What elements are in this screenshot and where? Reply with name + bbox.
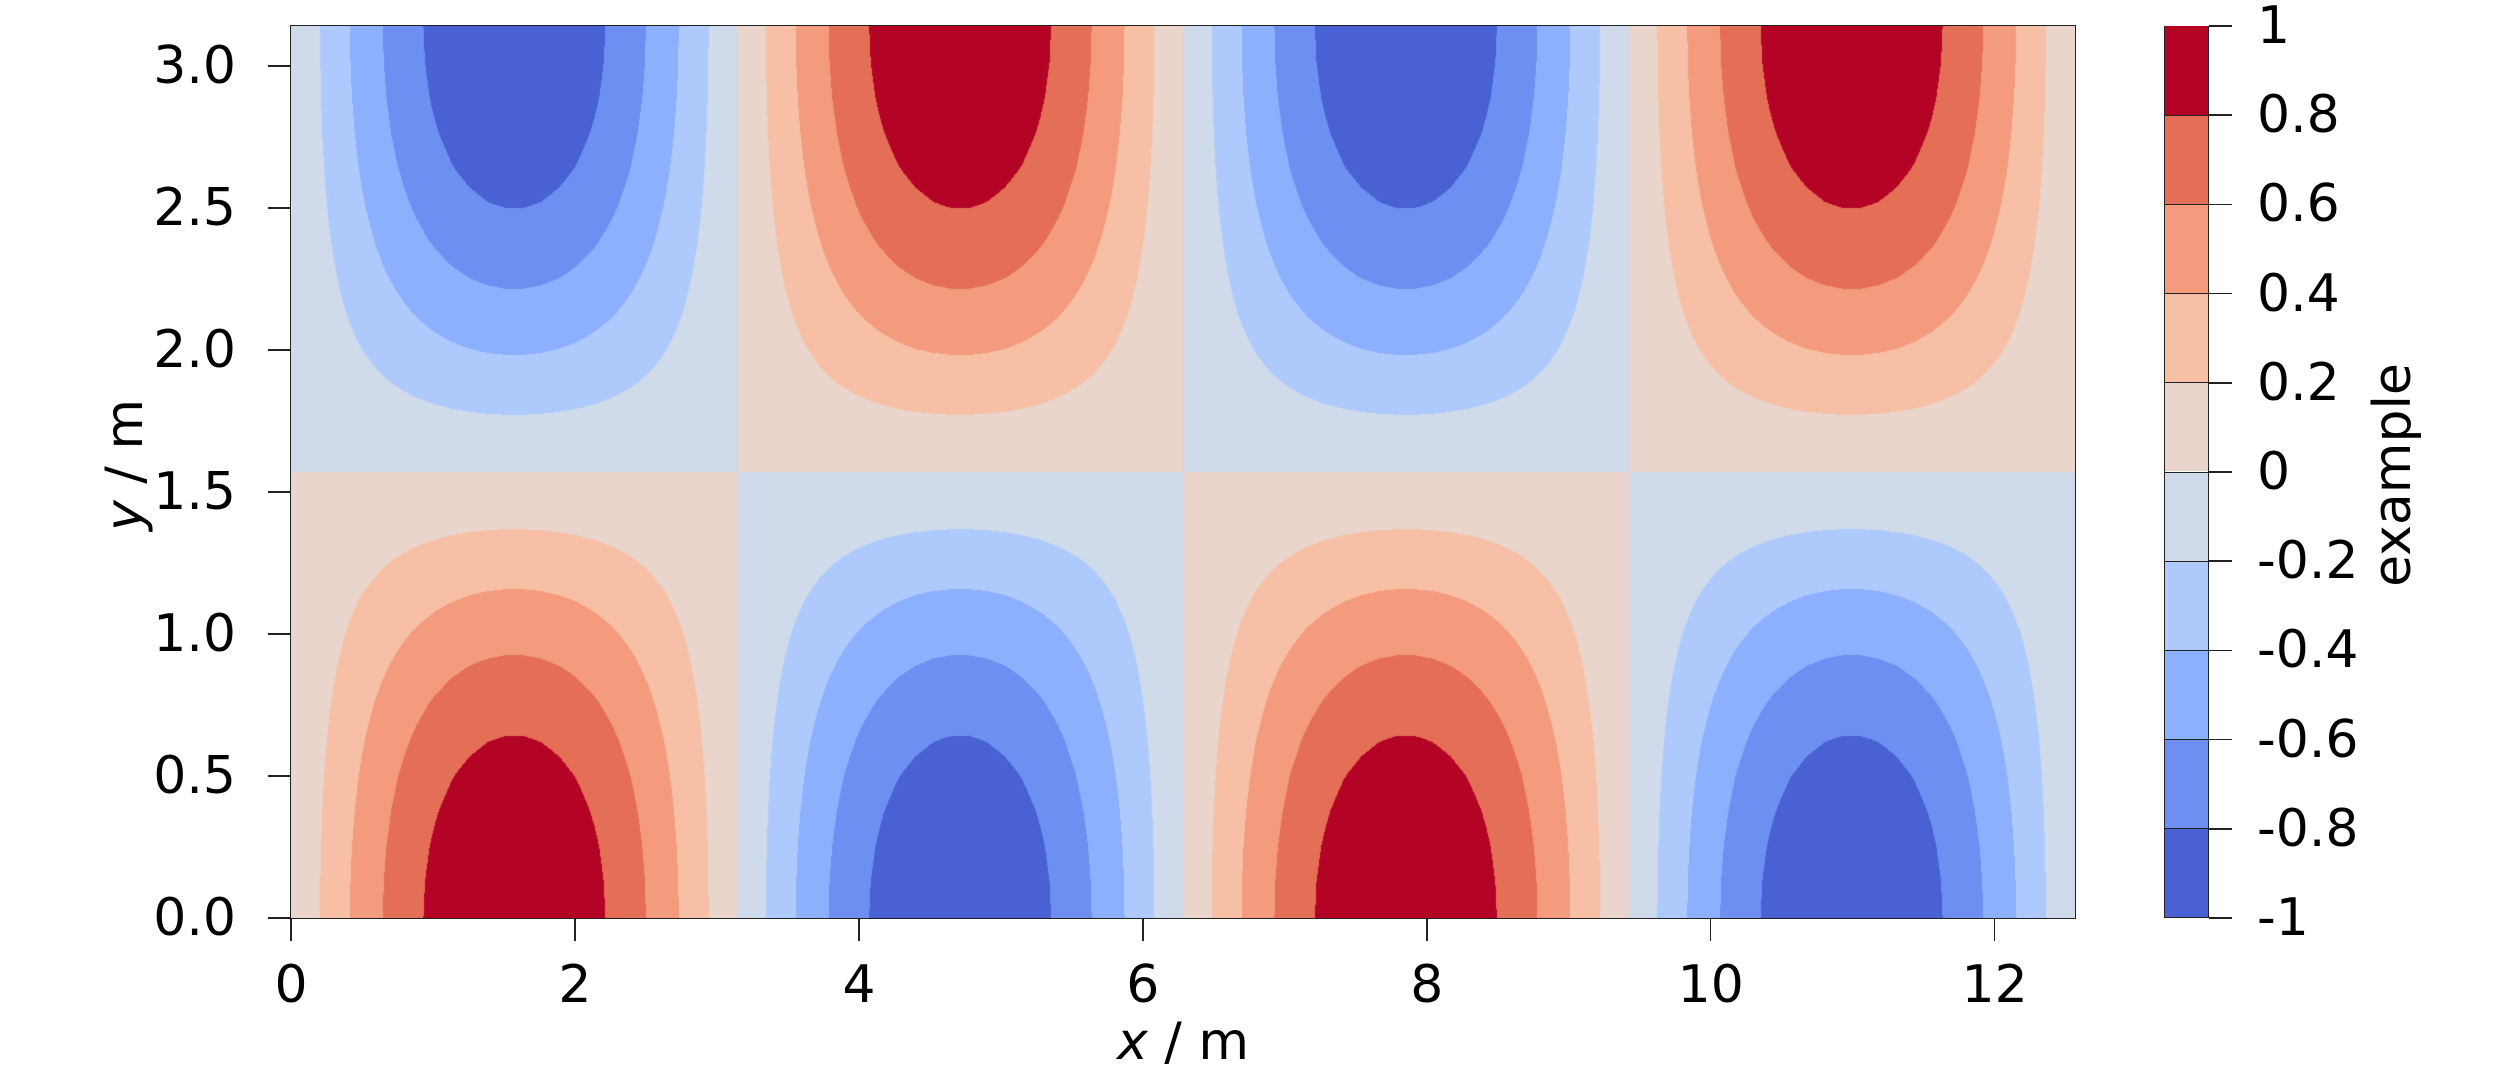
x-tick-mark: [1709, 918, 1712, 941]
colorbar-tick-mark: [2209, 917, 2232, 919]
y-tick-mark: [268, 775, 291, 777]
y-tick-label: 2.5: [153, 178, 236, 239]
colorbar-tick-label: 1: [2257, 0, 2291, 56]
colorbar-tick-mark: [2209, 560, 2232, 562]
y-tick-mark: [268, 491, 291, 493]
colorbar: [2164, 25, 2209, 918]
colorbar-band: [2165, 828, 2208, 918]
colorbar-band: [2165, 382, 2208, 472]
colorbar-band: [2165, 471, 2208, 561]
contour-fill: [291, 26, 2075, 918]
colorbar-tick-mark: [2209, 649, 2232, 652]
x-tick-mark: [290, 918, 292, 941]
y-tick-mark: [268, 917, 291, 919]
colorbar-tick-label: -0.4: [2257, 620, 2359, 681]
x-tick-mark: [858, 918, 860, 941]
x-tick-mark: [574, 918, 576, 941]
x-tick-mark: [1426, 918, 1428, 941]
colorbar-band: [2165, 739, 2208, 829]
y-tick-label: 2.0: [153, 320, 236, 381]
x-axis-label: x / m: [1117, 1012, 1249, 1072]
colorbar-tick-label: -0.8: [2257, 798, 2359, 859]
colorbar-band: [2165, 649, 2208, 740]
colorbar-tick-mark: [2209, 738, 2232, 741]
colorbar-label: example: [2363, 363, 2423, 587]
y-tick-label: 0.5: [153, 746, 236, 807]
y-tick-mark: [268, 633, 291, 635]
y-tick-mark: [268, 207, 291, 209]
colorbar-band: [2165, 25, 2208, 117]
x-tick-mark: [1142, 918, 1144, 941]
y-tick-label: 3.0: [153, 36, 236, 97]
colorbar-band: [2165, 114, 2208, 204]
colorbar-tick-mark: [2209, 114, 2232, 116]
y-tick-label: 1.5: [153, 462, 236, 523]
colorbar-tick-mark: [2209, 471, 2232, 473]
x-tick-label: 6: [1126, 955, 1160, 1015]
colorbar-band: [2165, 293, 2208, 383]
colorbar-tick-label: 0.4: [2257, 263, 2340, 324]
colorbar-tick-mark: [2209, 828, 2232, 830]
colorbar-tick-label: -0.2: [2257, 531, 2359, 592]
colorbar-tick-label: -0.6: [2257, 709, 2359, 770]
colorbar-tick-mark: [2209, 203, 2232, 206]
x-tick-mark: [1993, 918, 1996, 941]
y-tick-label: 1.0: [153, 604, 236, 665]
y-axis-var: y: [95, 500, 155, 532]
colorbar-tick-label: -1: [2257, 888, 2309, 948]
x-tick-label: 10: [1677, 955, 1744, 1015]
colorbar-tick-label: 0: [2257, 442, 2291, 502]
colorbar-band: [2165, 560, 2208, 650]
y-axis-label: y / m: [95, 399, 155, 531]
x-axis-var: x: [1116, 1012, 1148, 1072]
colorbar-tick-mark: [2209, 292, 2232, 295]
x-tick-label: 8: [1410, 955, 1444, 1015]
y-tick-mark: [268, 65, 291, 67]
x-tick-label: 0: [274, 955, 308, 1015]
y-tick-label: 0.0: [153, 888, 236, 948]
x-tick-label: 12: [1961, 955, 2028, 1015]
colorbar-tick-label: 0.6: [2257, 174, 2340, 235]
x-tick-label: 2: [558, 955, 592, 1015]
y-axis-unit: / m: [95, 398, 155, 501]
colorbar-tick-mark: [2209, 382, 2232, 384]
colorbar-band: [2165, 203, 2208, 294]
colorbar-tick-mark: [2209, 25, 2232, 27]
y-tick-mark: [268, 349, 291, 351]
colorbar-tick-label: 0.2: [2257, 352, 2340, 413]
colorbar-tick-label: 0.8: [2257, 85, 2340, 146]
contour-plot-area: [290, 25, 2076, 919]
x-axis-unit: / m: [1147, 1012, 1250, 1072]
x-tick-label: 4: [842, 955, 876, 1015]
